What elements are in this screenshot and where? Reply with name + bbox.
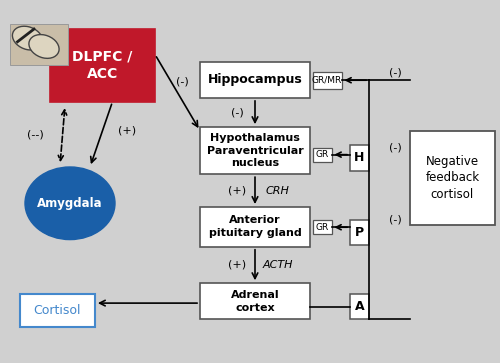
Text: (-): (-) <box>389 142 402 152</box>
Text: CRH: CRH <box>266 185 289 196</box>
Text: P: P <box>355 226 364 239</box>
Text: DLPFC /
ACC: DLPFC / ACC <box>72 49 132 81</box>
Bar <box>350 294 369 319</box>
Text: Adrenal
cortex: Adrenal cortex <box>230 290 280 313</box>
Text: GR: GR <box>316 223 328 232</box>
Text: GR: GR <box>316 150 328 159</box>
Text: GR/MR: GR/MR <box>312 76 342 85</box>
Text: H: H <box>354 151 364 164</box>
Text: (+): (+) <box>118 126 136 136</box>
Text: (+): (+) <box>228 260 246 270</box>
Bar <box>350 145 369 171</box>
Text: Amygdala: Amygdala <box>37 197 103 210</box>
Text: Negative
feedback
cortisol: Negative feedback cortisol <box>426 155 480 201</box>
Bar <box>200 127 310 174</box>
Text: Anterior
pituitary gland: Anterior pituitary gland <box>208 216 302 238</box>
Bar <box>410 131 495 225</box>
Ellipse shape <box>29 34 59 58</box>
Bar <box>312 72 342 89</box>
Text: (-): (-) <box>231 107 244 118</box>
Text: Cortisol: Cortisol <box>34 304 81 317</box>
Ellipse shape <box>12 26 42 50</box>
Text: A: A <box>354 300 364 313</box>
Bar <box>312 148 332 162</box>
Text: (+): (+) <box>228 185 246 196</box>
Bar <box>200 283 310 319</box>
Bar <box>312 220 332 234</box>
Bar <box>200 207 310 247</box>
Text: Hypothalamus
Paraventricular
nucleus: Hypothalamus Paraventricular nucleus <box>206 133 304 168</box>
Bar <box>10 24 68 65</box>
Bar <box>350 220 369 245</box>
Ellipse shape <box>25 167 115 240</box>
Text: (-): (-) <box>389 215 402 225</box>
Text: (-): (-) <box>176 77 189 87</box>
Text: ACTH: ACTH <box>262 260 293 270</box>
Bar <box>200 62 310 98</box>
Bar <box>20 294 95 327</box>
Text: (--): (--) <box>26 129 44 139</box>
Text: (-): (-) <box>389 68 402 78</box>
Text: Hippocampus: Hippocampus <box>208 73 302 86</box>
Bar <box>50 29 155 102</box>
